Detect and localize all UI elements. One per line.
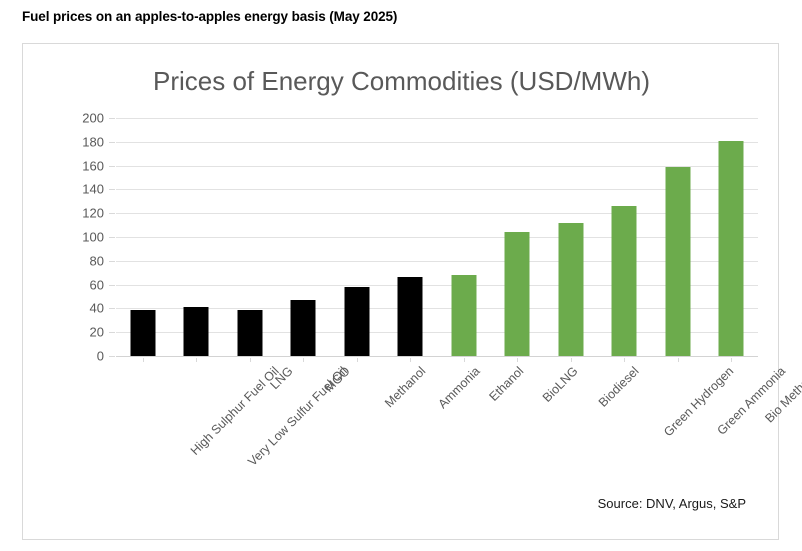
gridline	[116, 284, 758, 286]
y-axis-tick-mark	[109, 118, 115, 119]
bar-slot[interactable]	[330, 118, 384, 356]
y-axis-tick-mark	[109, 141, 115, 143]
x-axis-category-label: Ethanol	[486, 364, 527, 404]
x-axis-tick-mark	[356, 358, 358, 362]
bar-slot[interactable]	[491, 118, 545, 356]
bar[interactable]	[183, 307, 209, 356]
y-axis-tick-label: 100	[82, 229, 104, 245]
y-axis-tick-label: 160	[82, 158, 104, 174]
page-title: Fuel prices on an apples-to-apples energ…	[22, 9, 398, 24]
y-axis-tick-label: 0	[96, 348, 104, 364]
y-axis-tick-mark	[109, 308, 115, 310]
gridline	[116, 260, 758, 262]
x-axis-category-label: MGO	[321, 364, 354, 396]
source-note: Source: DNV, Argus, S&P	[597, 496, 746, 511]
y-axis-tick-mark	[109, 356, 115, 357]
plot-area: 0 20 40 60 80 100 120 140 160 180 200	[82, 111, 758, 364]
gridline	[116, 356, 758, 357]
gridline	[116, 118, 758, 119]
bar[interactable]	[344, 286, 370, 356]
x-axis-category-label: Methanol	[381, 364, 429, 411]
y-axis-tick-label: 200	[82, 110, 104, 126]
gridline	[116, 189, 758, 191]
x-axis-tick-mark	[410, 358, 412, 362]
gridline	[116, 332, 758, 334]
x-axis-labels: High Sulphur Fuel Oil Very Low Sulfur Fue…	[116, 358, 802, 508]
bar-slot[interactable]	[116, 118, 170, 356]
gridline	[116, 308, 758, 310]
y-axis-tick-label: 180	[82, 134, 104, 150]
y-axis-tick-mark	[109, 260, 115, 262]
gridline	[116, 165, 758, 167]
y-axis-tick-label: 80	[89, 253, 104, 269]
y-axis-tick-label: 140	[82, 181, 104, 197]
x-axis-category-label: Ammonia	[435, 364, 483, 412]
bar[interactable]	[504, 232, 530, 356]
bar-slot[interactable]	[544, 118, 598, 356]
bar-slot[interactable]	[598, 118, 652, 356]
bar[interactable]	[451, 275, 477, 356]
gridline	[116, 141, 758, 143]
bar-slot[interactable]	[705, 118, 759, 356]
gridline	[116, 213, 758, 215]
x-axis-category-label: Biodiesel	[595, 364, 642, 410]
x-axis-category-label: BioLNG	[540, 364, 581, 405]
x-axis-tick-mark	[463, 358, 465, 362]
bar-slot[interactable]	[170, 118, 224, 356]
bar-slot[interactable]	[437, 118, 491, 356]
gridline	[116, 237, 758, 238]
chart-figure: Prices of Energy Commodities (USD/MWh) 0…	[22, 43, 802, 540]
bar[interactable]	[665, 166, 691, 356]
y-axis-tick-mark	[109, 213, 115, 215]
x-axis-tick-mark	[570, 358, 572, 362]
bar[interactable]	[290, 300, 316, 356]
bar[interactable]	[611, 206, 637, 356]
y-axis-tick-label: 120	[82, 205, 104, 221]
bar[interactable]	[397, 277, 423, 356]
y-axis-tick-label: 60	[89, 277, 104, 293]
x-axis-tick-mark	[249, 358, 251, 362]
y-axis-tick-mark	[109, 332, 115, 334]
y-axis-tick-label: 20	[89, 324, 104, 340]
y-axis-tick-mark	[109, 165, 115, 167]
x-axis-tick-mark	[196, 358, 198, 362]
y-axis-tick-mark	[109, 284, 115, 286]
x-axis-tick-mark	[677, 358, 679, 362]
x-axis-tick-mark	[303, 358, 305, 362]
bar-series	[116, 118, 758, 356]
y-axis-tick-mark	[109, 189, 115, 191]
x-axis-tick-mark	[517, 358, 519, 362]
y-axis-tick-label: 40	[89, 300, 104, 316]
chart-title: Prices of Energy Commodities (USD/MWh)	[153, 66, 650, 96]
bar-slot[interactable]	[277, 118, 331, 356]
bar[interactable]	[237, 309, 263, 356]
bar-slot[interactable]	[651, 118, 705, 356]
bar-slot[interactable]	[384, 118, 438, 356]
x-axis-tick-mark	[731, 358, 733, 362]
bar[interactable]	[130, 309, 156, 356]
bar[interactable]	[558, 222, 584, 356]
x-axis-tick-mark	[142, 358, 144, 362]
x-axis-tick-mark	[624, 358, 626, 362]
y-axis-tick-mark	[109, 237, 115, 238]
bar[interactable]	[718, 140, 744, 356]
bar-slot[interactable]	[223, 118, 277, 356]
